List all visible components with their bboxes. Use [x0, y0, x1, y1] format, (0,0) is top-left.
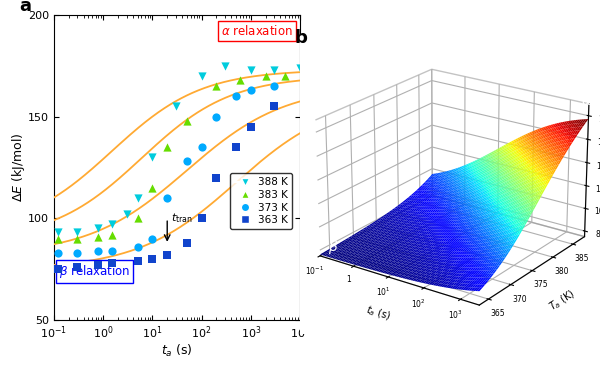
Point: [107, 260, 116, 266]
Y-axis label: $T_a$ (K): $T_a$ (K): [546, 286, 578, 314]
X-axis label: $t_a$ (s): $t_a$ (s): [364, 302, 392, 323]
Point: [197, 73, 206, 79]
Point: [235, 77, 245, 83]
Point: [182, 240, 191, 246]
Point: [231, 93, 241, 99]
Point: [295, 65, 305, 71]
Point: [163, 144, 172, 150]
Point: [197, 144, 206, 150]
Point: [182, 118, 191, 124]
Point: [261, 73, 271, 79]
Point: [53, 235, 62, 241]
Point: [246, 124, 256, 130]
Point: [122, 211, 131, 217]
Text: $\beta$ relaxation: $\beta$ relaxation: [59, 263, 130, 280]
Point: [197, 215, 206, 221]
Point: [148, 154, 157, 160]
Point: [94, 234, 103, 240]
Point: [94, 248, 103, 254]
Point: [107, 248, 116, 254]
Point: [133, 215, 142, 221]
Point: [182, 158, 191, 164]
Point: [269, 67, 279, 73]
Point: [94, 262, 103, 268]
Point: [94, 225, 103, 231]
Point: [53, 250, 62, 256]
Point: [171, 103, 181, 109]
Point: [53, 230, 62, 235]
Text: a: a: [20, 0, 32, 15]
Point: [73, 264, 82, 270]
Point: [246, 67, 256, 73]
Legend: 388 K, 383 K, 373 K, 363 K: 388 K, 383 K, 373 K, 363 K: [230, 173, 292, 229]
Point: [107, 221, 116, 227]
Point: [246, 87, 256, 93]
Point: [133, 244, 142, 250]
Text: $\alpha$ relaxation: $\alpha$ relaxation: [221, 24, 293, 38]
Point: [269, 103, 279, 109]
Point: [280, 73, 290, 79]
Text: $t_{\mathrm{tran}}$: $t_{\mathrm{tran}}$: [171, 211, 193, 225]
Point: [163, 195, 172, 201]
X-axis label: $t_a$ (s): $t_a$ (s): [161, 343, 193, 359]
Point: [133, 195, 142, 201]
Point: [212, 174, 221, 180]
Point: [73, 235, 82, 241]
Point: [163, 252, 172, 258]
Point: [231, 144, 241, 150]
Point: [133, 258, 142, 264]
Point: [220, 63, 230, 69]
Point: [212, 83, 221, 89]
Point: [107, 231, 116, 237]
Point: [53, 266, 62, 272]
Point: [148, 235, 157, 241]
Point: [73, 250, 82, 256]
Text: b: b: [294, 29, 307, 47]
Point: [212, 113, 221, 119]
Y-axis label: $\Delta E$ (kJ/mol): $\Delta E$ (kJ/mol): [10, 133, 26, 202]
Point: [73, 230, 82, 235]
Point: [148, 185, 157, 191]
Point: [148, 256, 157, 262]
Point: [269, 83, 279, 89]
